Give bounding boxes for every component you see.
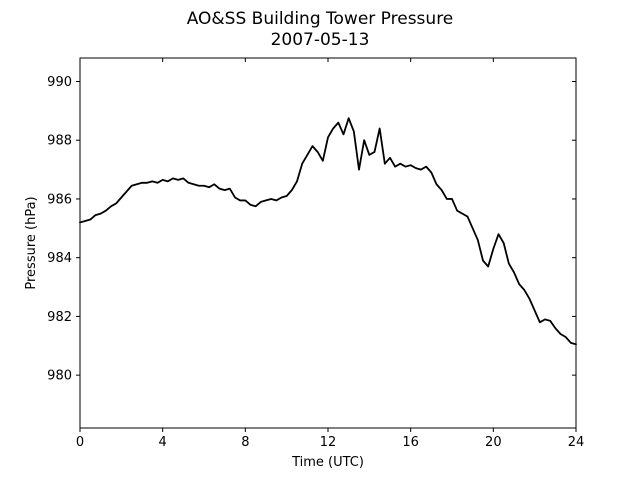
plot-frame [79,57,577,429]
chart-title: AO&SS Building Tower Pressure [187,9,454,29]
y-tick-label: 990 [47,75,72,90]
x-tick-label: 24 [568,435,585,450]
y-tick-label: 980 [47,369,72,384]
y-tick-label: 988 [47,134,72,149]
y-tick-label: 982 [47,310,72,325]
x-tick-label: 0 [76,435,84,450]
x-tick-label: 16 [402,435,419,450]
x-tick-label: 20 [485,435,502,450]
pressure-series-line [79,117,577,346]
y-tick-label: 984 [47,251,72,266]
y-axis-label: Pressure (hPa) [24,196,39,289]
x-tick-label: 8 [241,435,249,450]
y-tick-label: 986 [47,192,72,207]
chart-subtitle: 2007-05-13 [271,30,370,50]
x-tick-label: 4 [159,435,167,450]
x-tick-label: 12 [320,435,337,450]
plot-area: 0 4 8 12 16 20 24 980 982 984 986 988 990 [47,57,585,450]
x-axis-label: Time (UTC) [291,455,364,470]
